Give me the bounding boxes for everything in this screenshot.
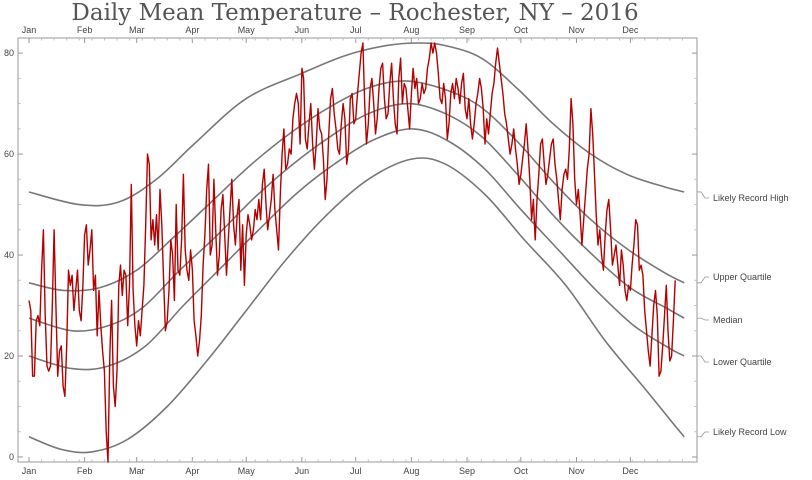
axis-ticks: Jan Jan Feb Feb Mar Mar Apr Apr May May Jun Jun Jul J… xyxy=(4,25,697,476)
x-tick-label-top: Oct xyxy=(514,25,529,35)
curve-label: Upper Quartile xyxy=(713,272,772,282)
curve-label-leader xyxy=(697,431,709,438)
x-tick-label-top: Mar xyxy=(129,25,145,35)
x-tick-label-bottom: Apr xyxy=(185,466,199,476)
x-tick-label-bottom: Mar xyxy=(129,466,145,476)
x-tick-label-top: Feb xyxy=(77,25,93,35)
x-tick-label-bottom: Sep xyxy=(459,466,475,476)
curve-label: Lower Quartile xyxy=(713,357,772,367)
x-tick-label-top: Jul xyxy=(350,25,362,35)
y-tick-label: 20 xyxy=(4,351,14,361)
chart-title: Daily Mean Temperature – Rochester, NY –… xyxy=(71,0,639,26)
x-tick-label-top: Sep xyxy=(459,25,475,35)
x-tick-label-bottom: Dec xyxy=(622,466,639,476)
daily-mean-temperature-line xyxy=(28,42,676,463)
y-tick-label: 0 xyxy=(9,452,14,462)
x-tick-label-bottom: Oct xyxy=(514,466,529,476)
climate-curve-likely-record-low xyxy=(28,157,685,454)
x-tick-label-bottom: Jan xyxy=(22,466,37,476)
x-tick-label-bottom: May xyxy=(238,466,256,476)
x-tick-label-bottom: Nov xyxy=(568,466,585,476)
x-tick-label-top: Nov xyxy=(568,25,585,35)
y-tick-label: 80 xyxy=(4,48,14,58)
climate-curve-upper-quartile xyxy=(28,80,685,292)
x-tick-label-bottom: Aug xyxy=(403,466,419,476)
curve-label: Likely Record Low xyxy=(713,427,787,437)
curve-label-leader xyxy=(697,191,709,199)
x-tick-label-top: Jan xyxy=(22,25,37,35)
climate-curve-lower-quartile xyxy=(28,128,685,371)
x-tick-label-top: Jun xyxy=(295,25,310,35)
curve-label-leader xyxy=(697,276,709,284)
y-tick-label: 40 xyxy=(4,250,14,260)
curve-label-leader xyxy=(697,317,709,321)
x-tick-label-bottom: Jul xyxy=(350,466,362,476)
plot-frame xyxy=(17,37,698,463)
x-tick-label-bottom: Jun xyxy=(295,466,310,476)
temperature-series xyxy=(28,42,676,463)
curve-label: Likely Record High xyxy=(713,193,789,203)
plot-frame-border xyxy=(17,37,698,463)
curve-labels: Likely Record High Upper Quartile Median Lo… xyxy=(697,191,789,438)
curve-label-leader xyxy=(697,355,709,363)
x-tick-label-top: Apr xyxy=(185,25,199,35)
curve-label: Median xyxy=(713,315,743,325)
x-tick-label-top: May xyxy=(238,25,256,35)
y-tick-label: 60 xyxy=(4,149,14,159)
x-tick-label-top: Aug xyxy=(403,25,419,35)
x-tick-label-bottom: Feb xyxy=(77,466,93,476)
x-tick-label-top: Dec xyxy=(622,25,639,35)
